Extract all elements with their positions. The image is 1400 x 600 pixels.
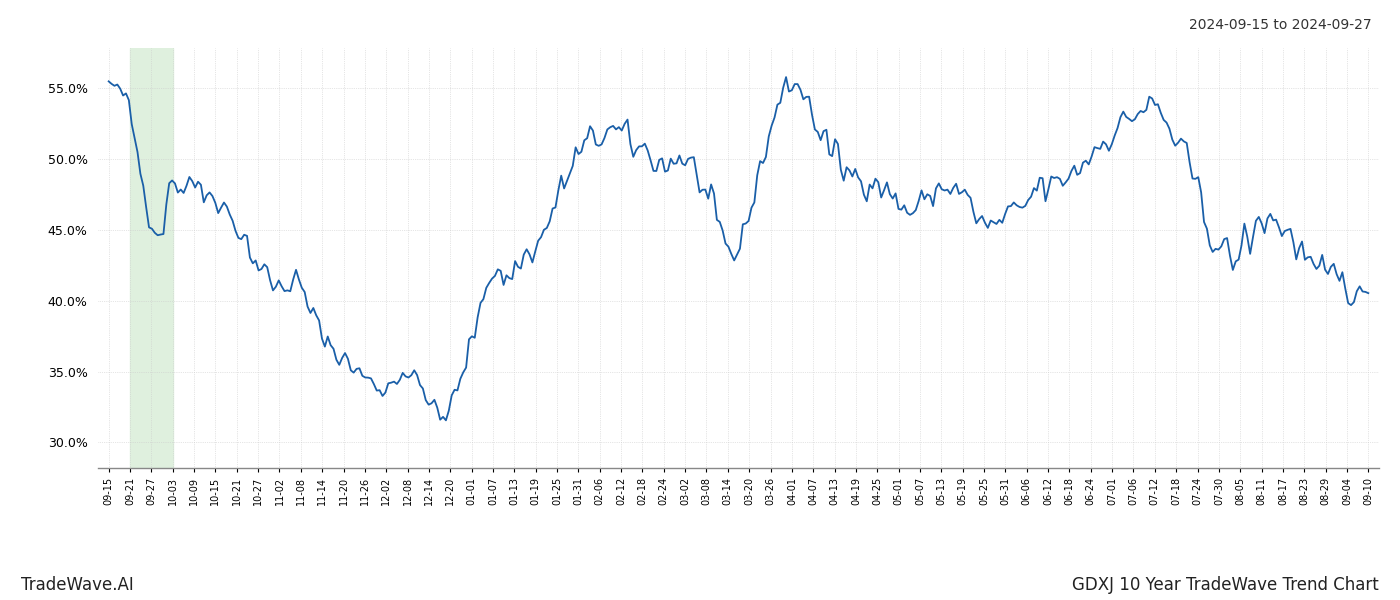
Bar: [130, 48, 172, 468]
Text: GDXJ 10 Year TradeWave Trend Chart: GDXJ 10 Year TradeWave Trend Chart: [1072, 576, 1379, 594]
Text: 2024-09-15 to 2024-09-27: 2024-09-15 to 2024-09-27: [1190, 18, 1372, 32]
Text: TradeWave.AI: TradeWave.AI: [21, 576, 134, 594]
